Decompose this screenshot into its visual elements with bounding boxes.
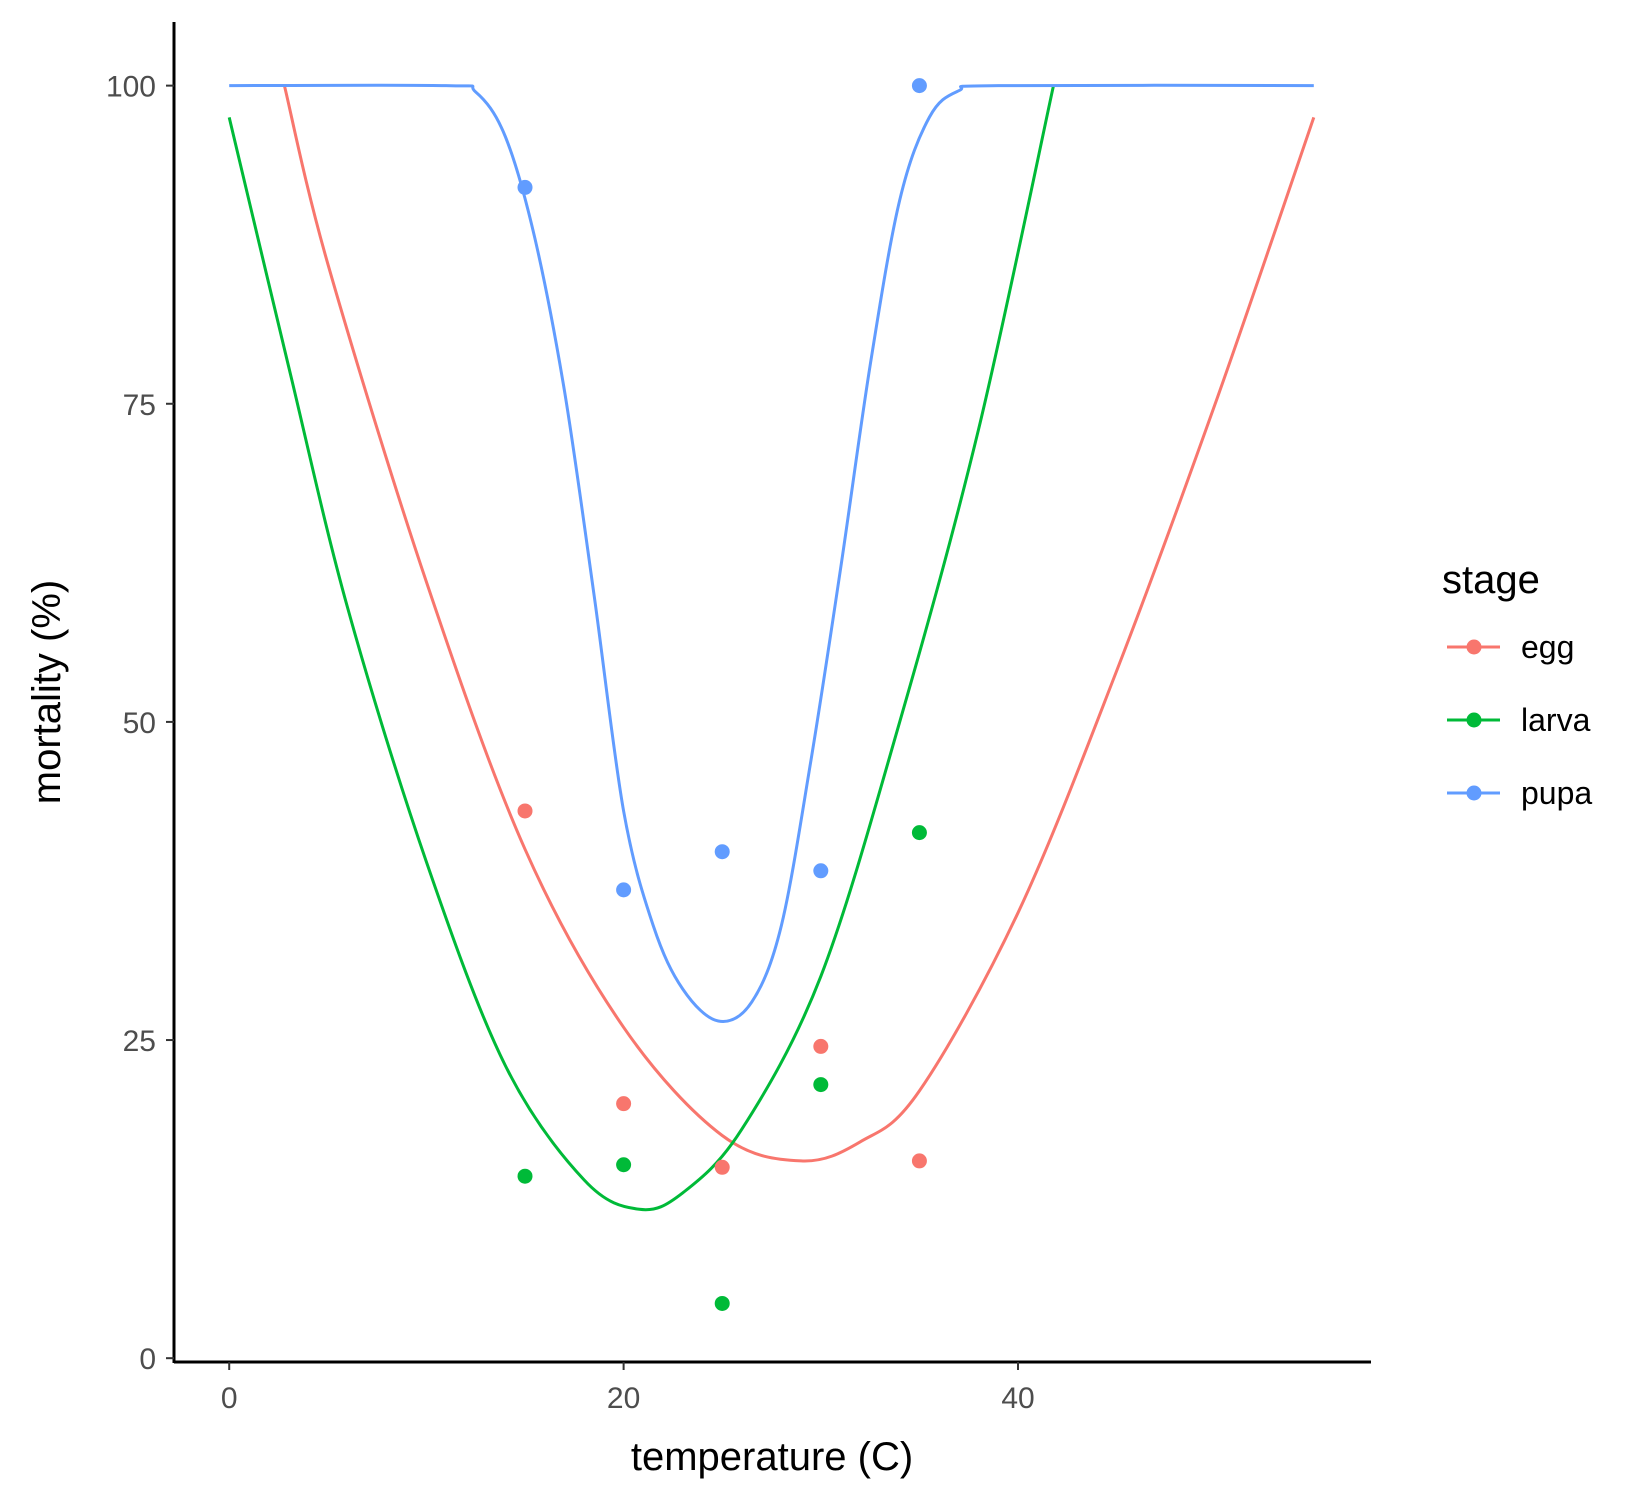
point-egg-2 [714,1159,730,1175]
x-axis-ticks: 0 20 40 [221,1362,1035,1415]
x-tick-label: 20 [607,1382,640,1415]
y-tick-label: 75 [123,389,156,422]
point-pupa-1 [616,882,632,898]
y-tick-label: 100 [106,71,156,104]
y-tick-label: 50 [123,707,156,740]
legend-title: stage [1442,558,1540,602]
y-axis-ticks: 0 25 50 75 100 [106,71,174,1376]
y-tick-label: 0 [139,1343,156,1376]
x-axis-title: temperature (C) [631,1435,913,1479]
legend: stage egg larva pupa [1442,558,1592,811]
point-larva-2 [714,1295,730,1311]
legend-label-egg: egg [1521,629,1574,665]
fitted-curves [227,83,1316,1212]
x-tick-label: 40 [1001,1382,1034,1415]
point-pupa-2 [714,844,730,860]
point-egg-3 [813,1038,829,1054]
point-egg-1 [616,1096,632,1112]
y-axis-title: mortality (%) [25,580,69,804]
x-tick-label: 0 [221,1382,238,1415]
legend-label-pupa: pupa [1521,775,1592,811]
point-egg-4 [911,1153,927,1169]
legend-key-point-pupa [1466,785,1482,801]
y-tick-label: 25 [123,1025,156,1058]
point-larva-1 [616,1157,632,1173]
legend-key-point-egg [1466,639,1482,655]
point-pupa-0 [517,179,533,195]
point-egg-0 [517,803,533,819]
point-pupa-3 [813,863,829,879]
curve-egg [282,85,1316,1163]
curve-pupa [229,83,1314,1023]
point-larva-4 [911,825,927,841]
point-larva-0 [517,1168,533,1184]
curve-larva [227,85,1055,1212]
point-pupa-4 [911,78,927,94]
point-larva-3 [813,1077,829,1093]
data-points [517,78,927,1311]
legend-label-larva: larva [1521,702,1591,738]
legend-key-point-larva [1466,712,1482,728]
